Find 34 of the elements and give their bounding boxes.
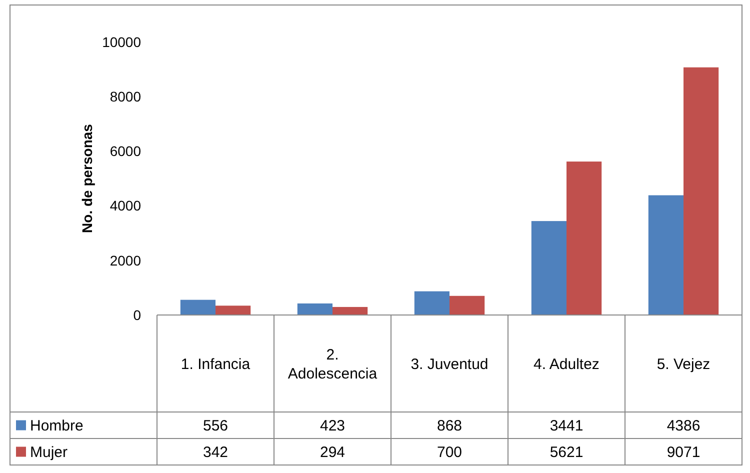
y-tick-label: 8000	[110, 88, 142, 104]
bar	[414, 291, 450, 315]
data-label: 3441	[550, 418, 584, 434]
data-label: 700	[436, 444, 462, 461]
legend-label: Hombre	[30, 418, 84, 434]
data-label: 4386	[666, 418, 700, 434]
bar	[531, 221, 566, 315]
y-tick-label: 6000	[110, 143, 142, 160]
x-tick-label: 1. Infancia	[180, 356, 251, 373]
data-label: 9071	[666, 444, 700, 461]
data-label: 342	[202, 444, 228, 461]
data-label: 556	[202, 418, 228, 434]
legend-label: Mujer	[30, 444, 68, 461]
data-label: 294	[320, 444, 346, 461]
bar	[648, 195, 684, 315]
x-tick-label: 3. Juventud	[410, 356, 488, 373]
data-label: 423	[320, 418, 346, 434]
bar	[297, 303, 332, 315]
bar	[216, 306, 251, 315]
bar	[450, 296, 485, 315]
y-tick-label: 2000	[110, 252, 142, 268]
x-tick-label: 2. Adolescencia	[288, 346, 378, 382]
y-tick-label: 0	[133, 306, 142, 323]
y-axis-title: No. de personas	[79, 124, 95, 233]
y-tick-label: 10000	[102, 34, 142, 50]
bar	[566, 162, 602, 315]
data-label: 5621	[550, 444, 584, 461]
x-tick-label: 5. Vejez	[656, 356, 710, 373]
bar	[332, 306, 368, 315]
data-label: 868	[436, 418, 462, 434]
bar	[180, 300, 216, 315]
x-tick-label: 4. Adultez	[534, 356, 600, 373]
bar	[684, 67, 719, 315]
y-tick-label: 4000	[110, 198, 142, 214]
